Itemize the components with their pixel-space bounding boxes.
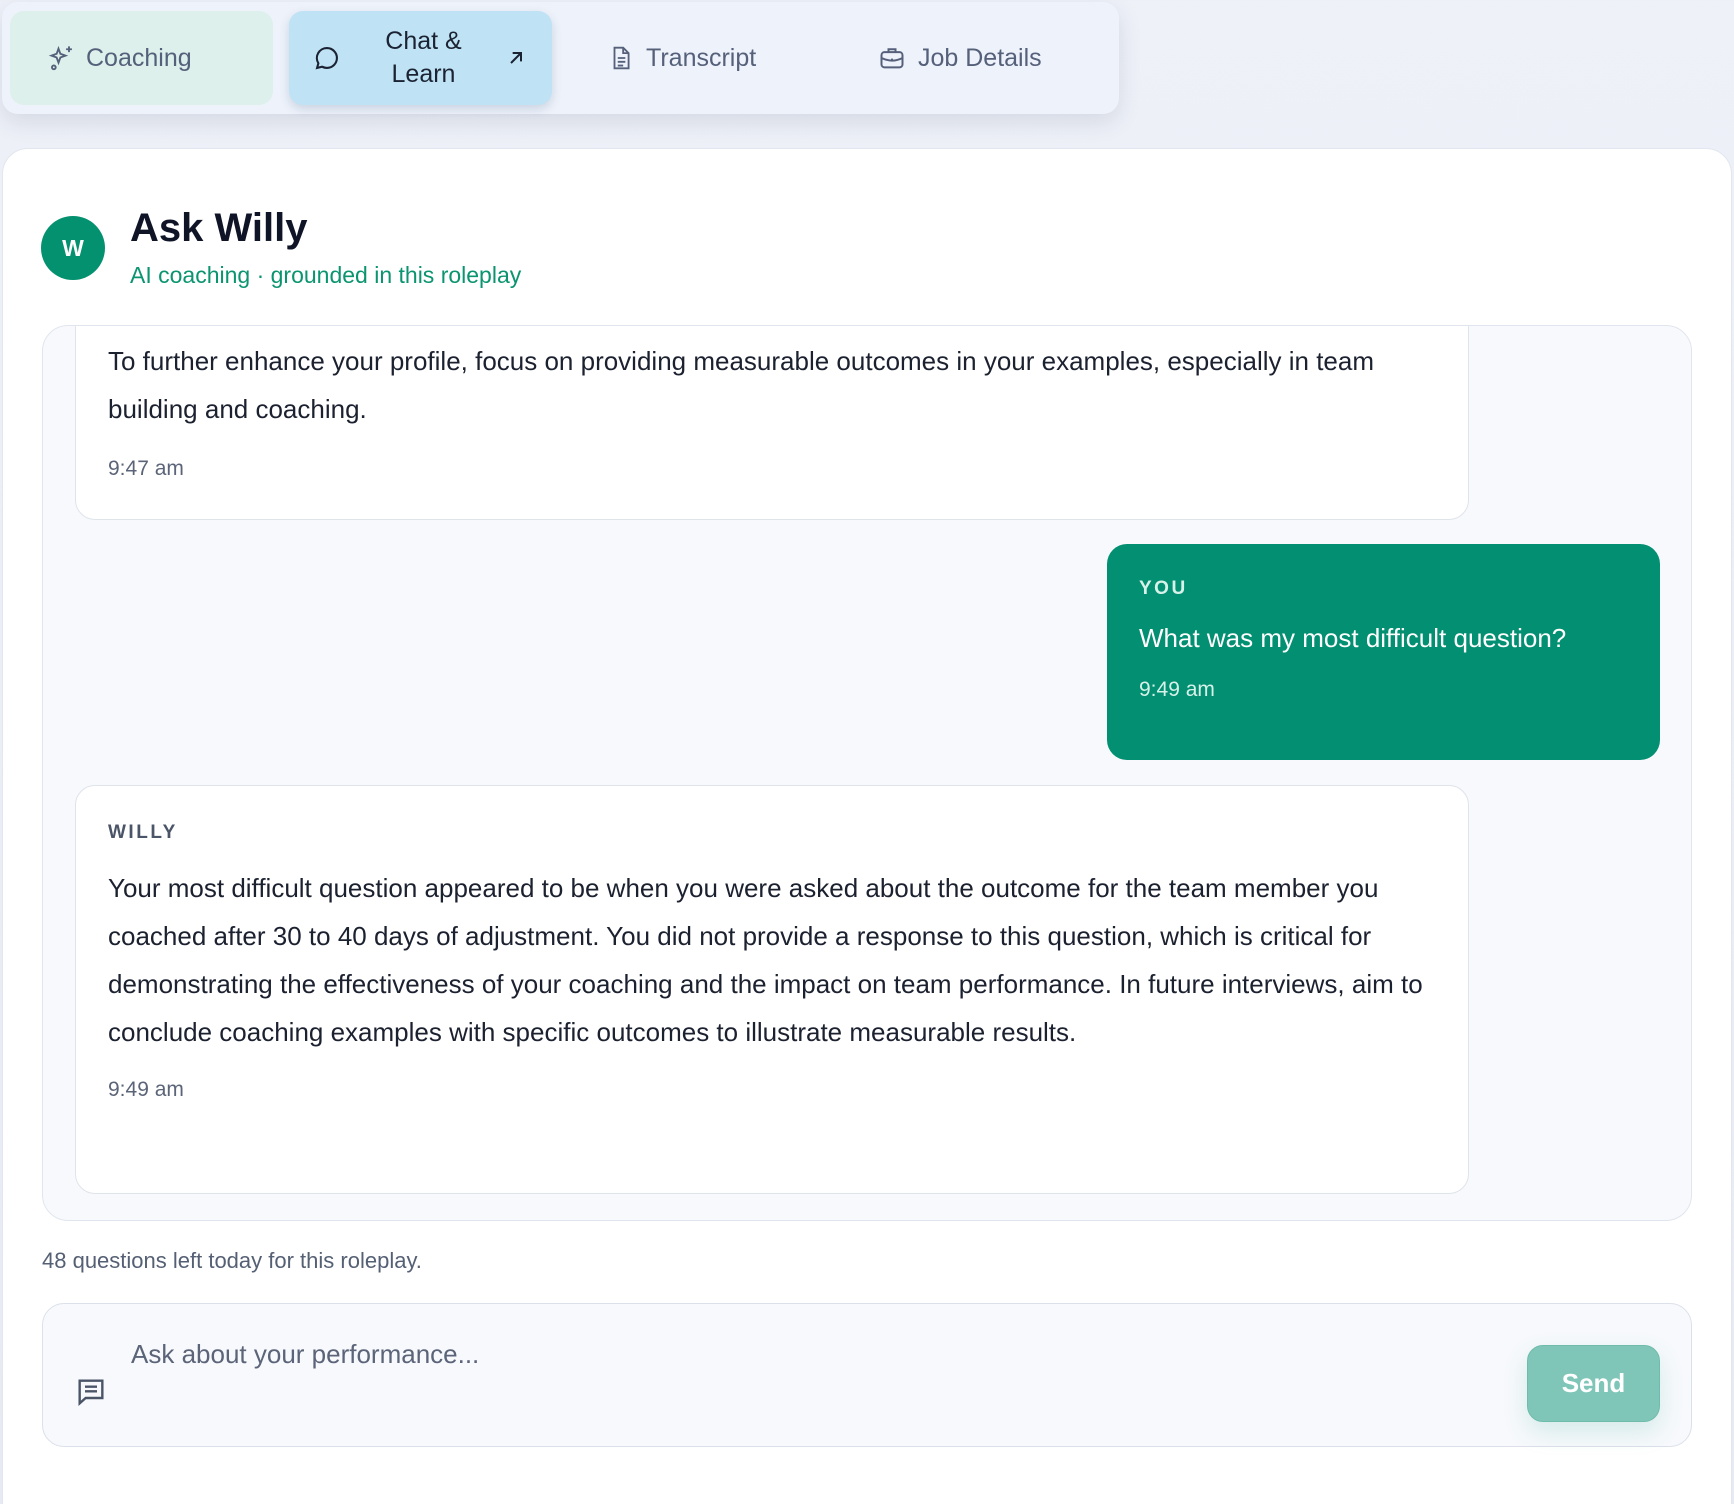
message-text: To further enhance your profile, focus o… xyxy=(108,346,1375,424)
tab-transcript[interactable]: Transcript xyxy=(602,11,802,105)
sender-label: YOU xyxy=(1139,578,1188,599)
message-text: Your most difficult question appeared to… xyxy=(108,873,1423,1047)
assistant-message: To further enhance your profile, focus o… xyxy=(75,326,1469,520)
briefcase-icon xyxy=(880,48,904,69)
tab-bar: Coaching Chat & Learn Transcript Job Det… xyxy=(2,2,1119,114)
tab-chat-learn[interactable]: Chat & Learn xyxy=(289,11,552,105)
tab-coaching[interactable]: Coaching xyxy=(10,11,273,105)
chat-messages[interactable]: To further enhance your profile, focus o… xyxy=(42,325,1692,1221)
sparkles-icon xyxy=(48,45,72,71)
message-time: 9:49 am xyxy=(108,1078,184,1101)
questions-remaining: 48 questions left today for this rolepla… xyxy=(42,1248,422,1273)
tab-label: Coaching xyxy=(86,43,192,72)
sender-label: WILLY xyxy=(108,822,178,843)
send-button[interactable]: Send xyxy=(1527,1345,1660,1422)
message-time: 9:47 am xyxy=(108,457,184,480)
composer: Send xyxy=(42,1303,1692,1447)
assistant-message: WILLY Your most difficult question appea… xyxy=(75,785,1469,1194)
document-icon xyxy=(613,46,630,70)
chat-bubble-icon xyxy=(315,47,338,70)
tab-label: Chat & Learn xyxy=(385,27,462,88)
tab-label: Job Details xyxy=(918,43,1042,72)
question-input[interactable] xyxy=(131,1332,1431,1376)
message-text: What was my most difficult question? xyxy=(1139,623,1567,653)
avatar: W xyxy=(41,216,105,280)
user-message: YOU What was my most difficult question?… xyxy=(1107,544,1660,760)
page-subtitle: AI coaching · grounded in this roleplay xyxy=(130,262,522,288)
tab-job-details[interactable]: Job Details xyxy=(874,11,1104,105)
message-icon xyxy=(78,1379,104,1407)
arrow-up-right-icon[interactable] xyxy=(506,48,526,68)
tab-label: Transcript xyxy=(646,43,757,72)
page-title: Ask Willy xyxy=(130,206,308,250)
message-time: 9:49 am xyxy=(1139,678,1215,701)
